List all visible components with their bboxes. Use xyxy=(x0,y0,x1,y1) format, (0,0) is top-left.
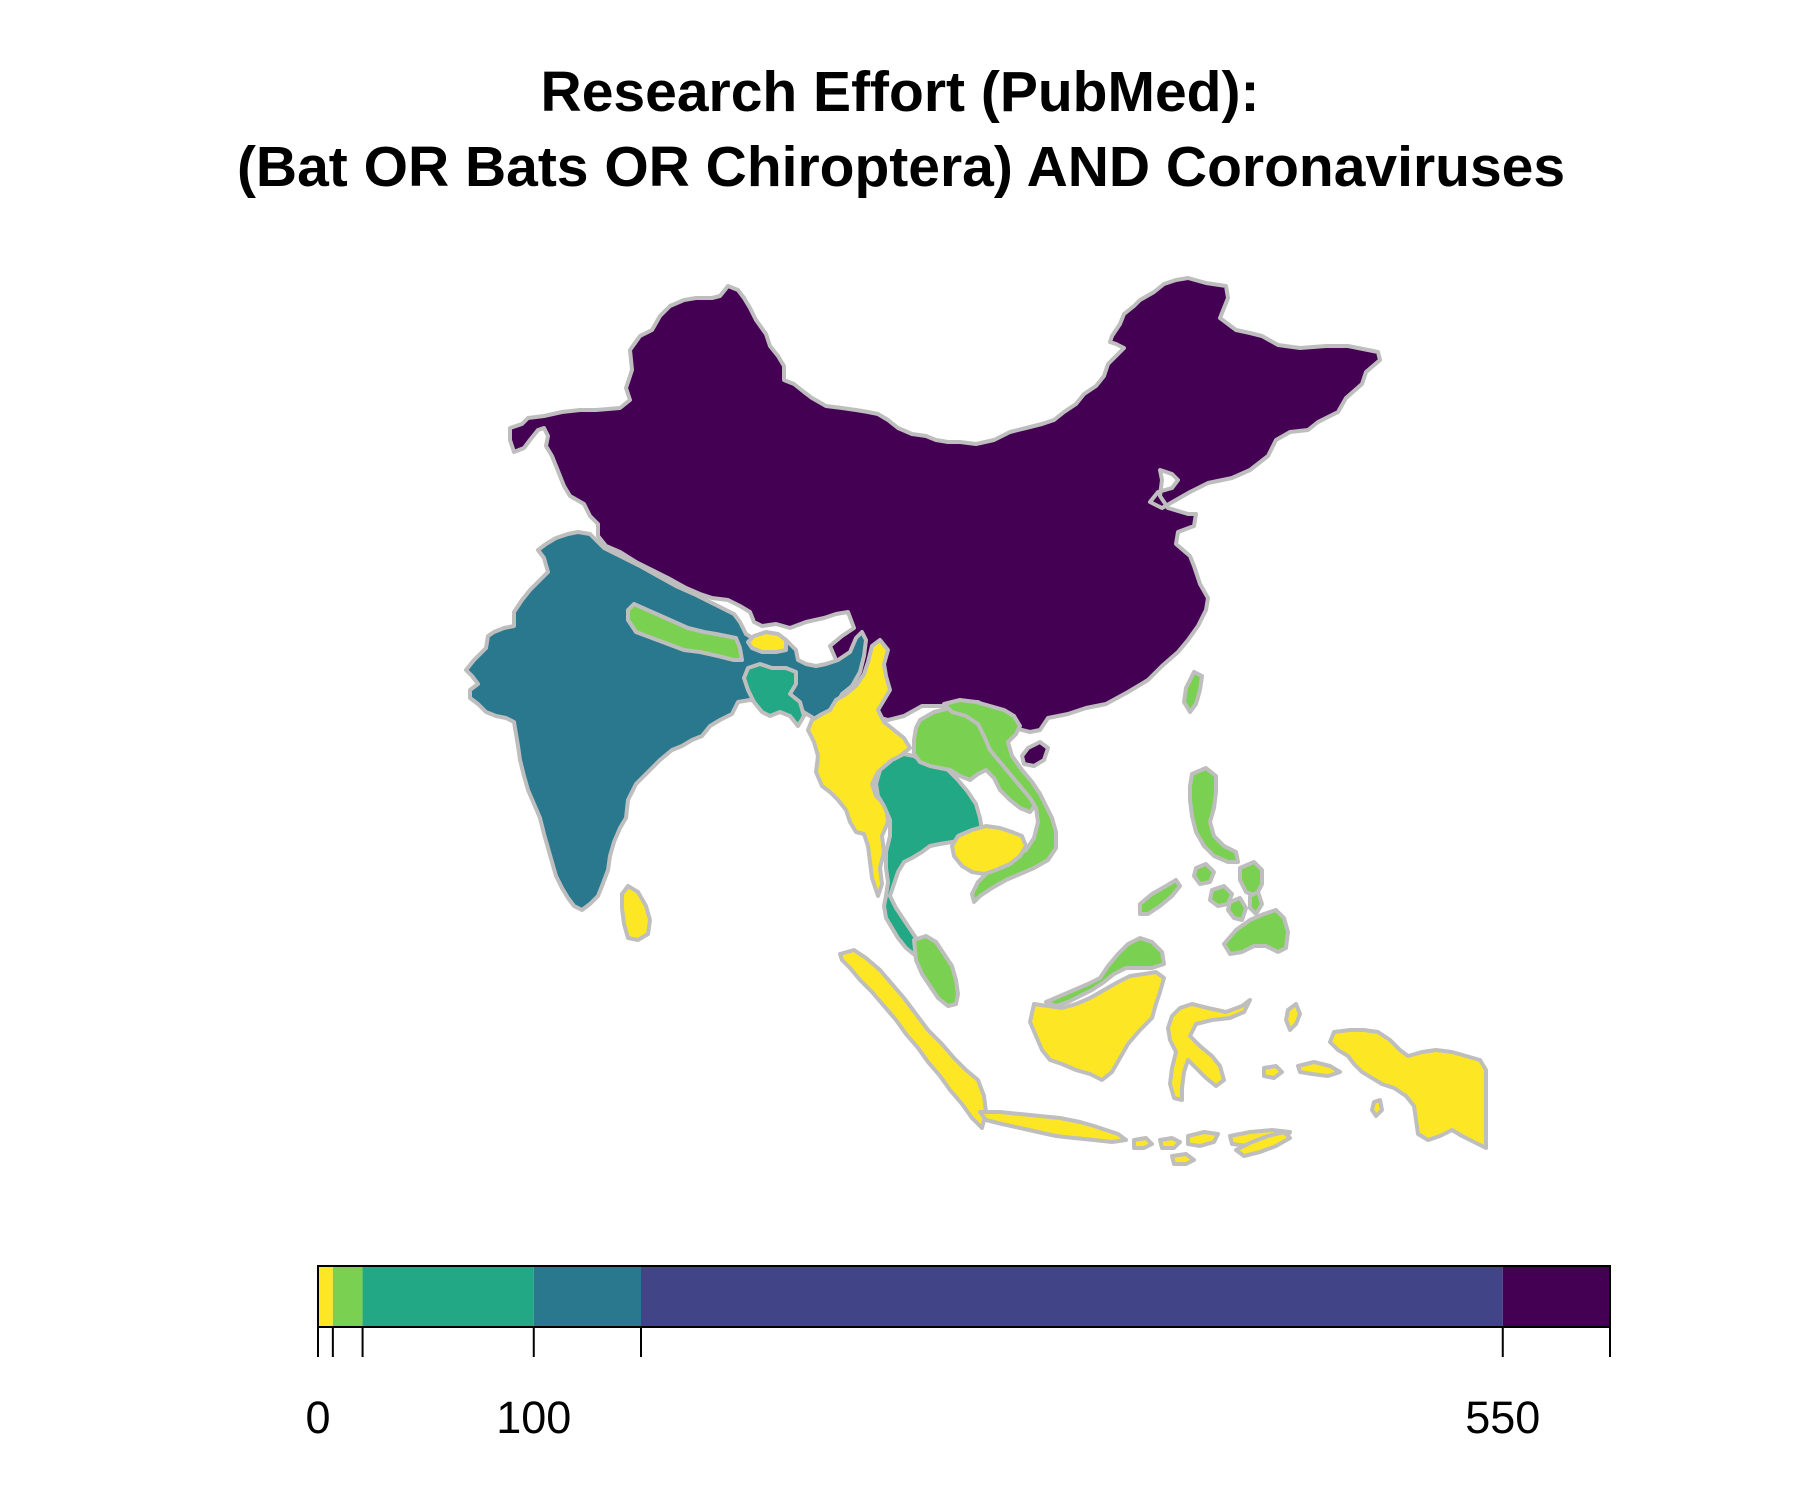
region-taiwan xyxy=(1182,670,1204,714)
region-indonesia-papua xyxy=(1328,1028,1488,1150)
region-philippines-mindanao xyxy=(1222,908,1290,956)
region-sri-lanka xyxy=(620,884,652,942)
legend-bin xyxy=(318,1266,333,1327)
legend-frame xyxy=(317,1265,1611,1328)
legend-tick-label: 0 xyxy=(305,1392,330,1443)
region-philippines-negros xyxy=(1226,896,1248,922)
region-china xyxy=(508,276,1382,734)
region-philippines-palawan xyxy=(1138,878,1182,916)
region-malaysia-peninsular xyxy=(912,934,960,1008)
legend-tick-label: 550 xyxy=(1465,1392,1540,1443)
color-legend: 0 100 550 xyxy=(305,1265,1611,1443)
region-malaysia-borneo xyxy=(1044,936,1166,1008)
region-indonesia-buru xyxy=(1262,1064,1284,1080)
legend-tick-labels: 0 100 550 xyxy=(305,1392,1540,1443)
legend-bin xyxy=(533,1266,641,1327)
region-philippines-samar xyxy=(1238,860,1264,898)
region-indonesia-sumba xyxy=(1170,1152,1196,1166)
legend-bin xyxy=(362,1266,534,1327)
region-bhutan xyxy=(746,630,788,654)
region-bangladesh xyxy=(742,662,806,728)
region-philippines-mindoro xyxy=(1192,862,1216,886)
region-indonesia-sumatra xyxy=(838,948,988,1130)
legend-bins xyxy=(318,1266,1610,1327)
region-cambodia xyxy=(950,824,1028,876)
region-china-hainan xyxy=(1020,740,1050,768)
region-indonesia-island-small xyxy=(1370,1098,1384,1118)
legend-ticks xyxy=(317,1327,1611,1357)
region-indonesia-kalimantan xyxy=(1028,970,1166,1082)
chart-title-line-1: Research Effort (PubMed): xyxy=(540,60,1260,124)
region-thailand xyxy=(874,752,984,964)
region-indonesia-java xyxy=(978,1110,1128,1144)
legend-bin xyxy=(1502,1266,1610,1327)
region-indonesia-timor xyxy=(1234,1130,1292,1158)
legend-bin xyxy=(332,1266,363,1327)
region-indonesia-lombok xyxy=(1158,1136,1182,1150)
legend-tick-label: 100 xyxy=(496,1392,571,1443)
region-indonesia-bali xyxy=(1132,1136,1154,1150)
region-nepal xyxy=(626,602,744,662)
region-philippines-luzon xyxy=(1188,766,1240,864)
country-layer xyxy=(464,276,1488,1166)
region-indonesia-sumbawa xyxy=(1186,1130,1220,1148)
region-indonesia-halmahera xyxy=(1284,1002,1302,1032)
region-indonesia-sulawesi xyxy=(1166,998,1252,1102)
region-vietnam xyxy=(942,698,1058,904)
region-philippines-cebu xyxy=(1248,890,1264,916)
legend-bin xyxy=(641,1266,1503,1327)
region-indonesia-seram xyxy=(1296,1060,1342,1078)
region-india xyxy=(464,530,868,912)
chart-title-line-2: (Bat OR Bats OR Chiroptera) AND Coronavi… xyxy=(236,135,1566,199)
